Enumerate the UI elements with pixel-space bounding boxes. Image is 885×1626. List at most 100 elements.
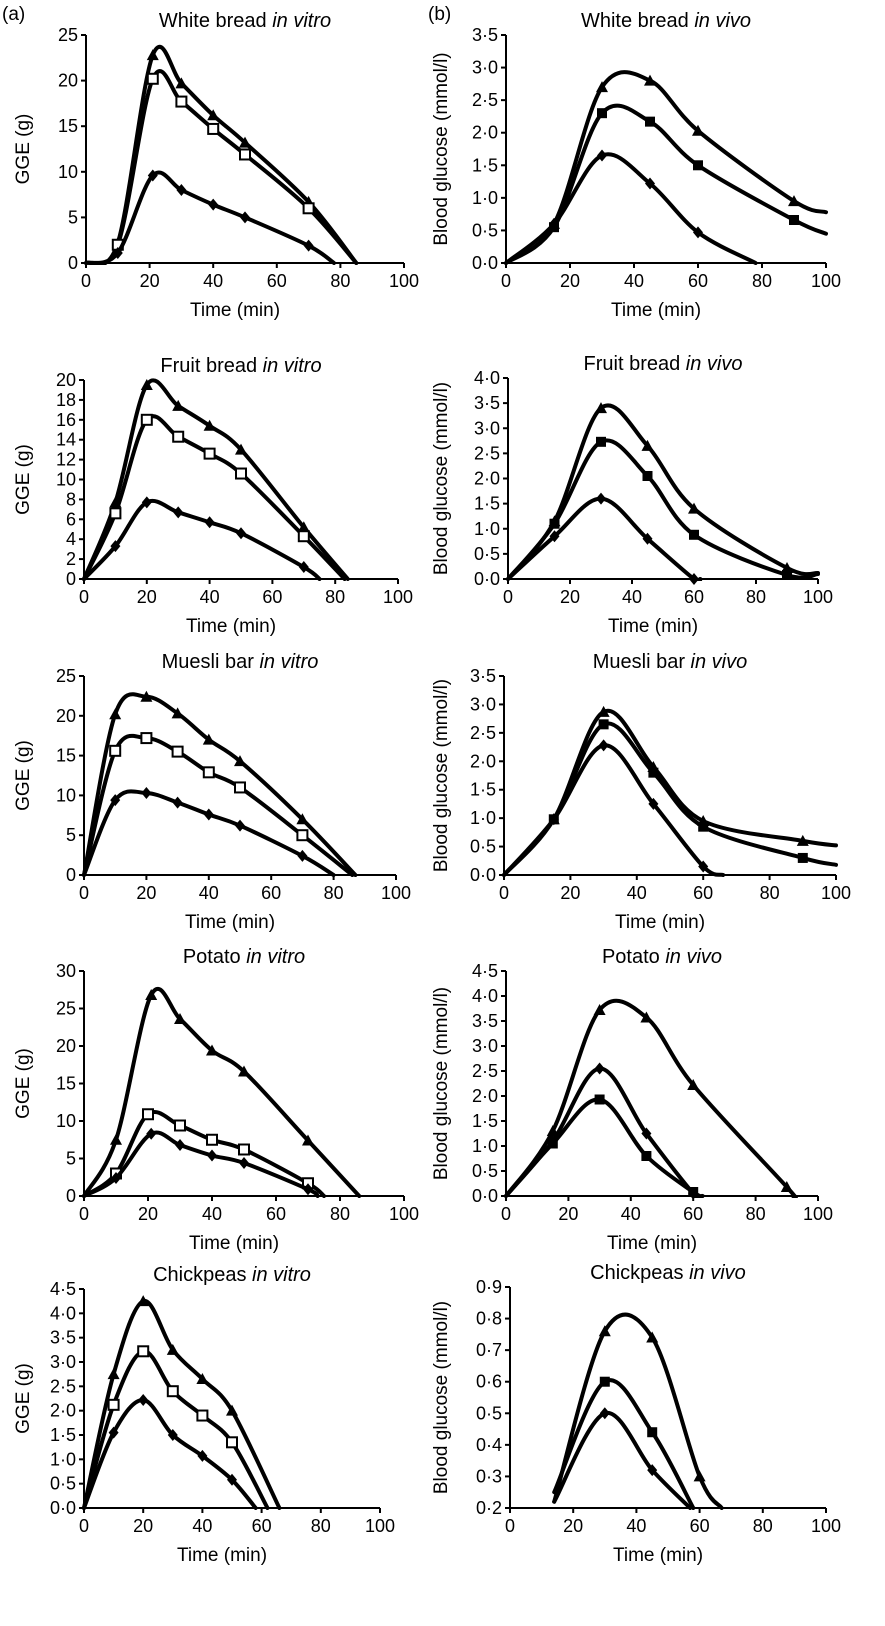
y-tick-label: 3·5 xyxy=(470,666,496,686)
marker-diamond xyxy=(645,177,655,190)
x-tick-label: 100 xyxy=(381,883,411,903)
x-axis-label: Time (min) xyxy=(185,912,275,933)
y-tick-label: 4·5 xyxy=(50,1279,76,1299)
x-axis-label: Time (min) xyxy=(190,300,280,321)
x-tick-label: 40 xyxy=(203,271,223,291)
y-tick-label: 4·0 xyxy=(472,986,498,1006)
x-tick-label: 80 xyxy=(760,883,780,903)
chart-title-main: Fruit bread xyxy=(160,355,262,377)
marker-open-square xyxy=(207,122,220,135)
y-tick-label: 2·5 xyxy=(470,723,496,743)
x-tick-label: 80 xyxy=(752,271,772,291)
y-tick-label: 4·0 xyxy=(474,368,500,388)
marker-open-square xyxy=(142,1108,154,1121)
marker-diamond xyxy=(303,239,314,252)
y-tick-label: 4·0 xyxy=(50,1303,76,1323)
marker-open-square xyxy=(202,766,215,779)
chart-title-italic: in vitro xyxy=(272,10,331,32)
y-tick-label: 4 xyxy=(66,529,76,549)
marker-diamond xyxy=(648,797,659,810)
marker-open-square xyxy=(203,447,216,460)
chart-title-italic: in vitro xyxy=(259,651,318,673)
series-diamond xyxy=(82,496,322,581)
chart-title: Chickpeas in vivo xyxy=(590,1262,746,1284)
marker-triangle xyxy=(780,1181,793,1192)
y-tick-label: 15 xyxy=(58,116,78,136)
marker-open-square xyxy=(238,1143,250,1156)
x-tick-label: 60 xyxy=(262,587,282,607)
y-tick-label: 25 xyxy=(58,25,78,45)
marker-triangle xyxy=(692,124,704,136)
series-line xyxy=(84,69,359,265)
marker-diamond xyxy=(235,819,245,832)
x-tick-label: 40 xyxy=(199,883,219,903)
marker-triangle xyxy=(688,502,700,514)
series-diamond xyxy=(82,1393,258,1510)
chart-title-main: White bread xyxy=(159,10,272,32)
marker-open-square xyxy=(166,1385,179,1398)
marker-filled-square xyxy=(549,518,560,529)
x-axis-label: Time (min) xyxy=(607,1233,697,1254)
chart-title: Muesli bar in vivo xyxy=(593,651,748,673)
marker-triangle xyxy=(596,81,608,93)
marker-triangle xyxy=(137,1295,150,1307)
marker-diamond xyxy=(240,211,250,224)
chart-title-main: Chickpeas xyxy=(590,1262,689,1284)
y-tick-label: 0·5 xyxy=(470,837,496,857)
marker-open-square xyxy=(239,148,251,161)
marker-open-square xyxy=(172,430,185,443)
y-tick-label: 0·5 xyxy=(50,1474,76,1494)
marker-triangle xyxy=(296,813,309,825)
y-tick-label: 1·5 xyxy=(470,780,496,800)
marker-triangle xyxy=(207,109,220,121)
chart-title-main: Potato xyxy=(183,946,246,968)
marker-diamond xyxy=(236,527,246,540)
y-tick-label: 3·5 xyxy=(472,1011,498,1031)
series-line xyxy=(82,692,358,877)
x-tick-label: 0 xyxy=(79,587,89,607)
series-diamond xyxy=(82,1127,320,1198)
marker-triangle xyxy=(174,1013,186,1024)
chart-fb_vivo: Fruit bread in vivo 0·0 0·5 1·0 1·5 2·0 2·5 3·0… xyxy=(431,353,833,637)
x-tick-label: 40 xyxy=(624,271,644,291)
series-triangle xyxy=(552,1312,724,1510)
marker-filled-square xyxy=(547,1138,558,1149)
y-tick-label: 20 xyxy=(58,71,78,91)
y-tick-label: 2·0 xyxy=(472,123,498,143)
x-tick-label: 20 xyxy=(133,1516,153,1536)
marker-open-square xyxy=(137,1345,150,1358)
marker-triangle xyxy=(166,1343,179,1355)
series-square-filled xyxy=(506,436,820,581)
marker-triangle xyxy=(297,521,310,533)
x-tick-label: 0 xyxy=(79,1204,89,1224)
chart-title-italic: in vitro xyxy=(246,946,305,968)
marker-diamond xyxy=(197,1449,208,1462)
x-tick-label: 80 xyxy=(753,1516,773,1536)
marker-triangle xyxy=(641,439,654,451)
y-tick-label: 3·0 xyxy=(472,58,498,78)
x-tick-label: 80 xyxy=(746,587,766,607)
marker-triangle xyxy=(239,136,251,148)
marker-diamond xyxy=(110,794,121,807)
chart-wb_vivo: White bread in vivo 0·0 0·5 1·0 1·5 2·0 2·5 3·0… xyxy=(431,10,841,321)
x-tick-label: 20 xyxy=(138,1204,158,1224)
chart-title: White bread in vitro xyxy=(159,10,331,32)
y-tick-label: 10 xyxy=(56,785,76,805)
marker-open-square xyxy=(140,413,153,426)
marker-open-square xyxy=(196,1409,209,1422)
series-square-open xyxy=(82,1345,270,1510)
y-tick-label: 0 xyxy=(66,569,76,589)
marker-diamond xyxy=(596,492,606,505)
marker-triangle xyxy=(788,195,800,207)
y-tick-label: 3·5 xyxy=(472,25,498,45)
x-tick-label: 0 xyxy=(501,271,511,291)
series-triangle xyxy=(504,70,828,265)
x-tick-label: 0 xyxy=(79,1516,89,1536)
x-axis-label: Time (min) xyxy=(189,1233,279,1254)
chart-wb_vitro: White bread in vitro 0 5 10 15 20 25 0 20 40 60 80 1… xyxy=(13,10,419,321)
marker-diamond xyxy=(597,149,607,162)
x-tick-label: 20 xyxy=(137,587,157,607)
series-square-open xyxy=(82,413,347,581)
x-tick-label: 0 xyxy=(81,271,91,291)
marker-diamond xyxy=(647,1464,658,1477)
